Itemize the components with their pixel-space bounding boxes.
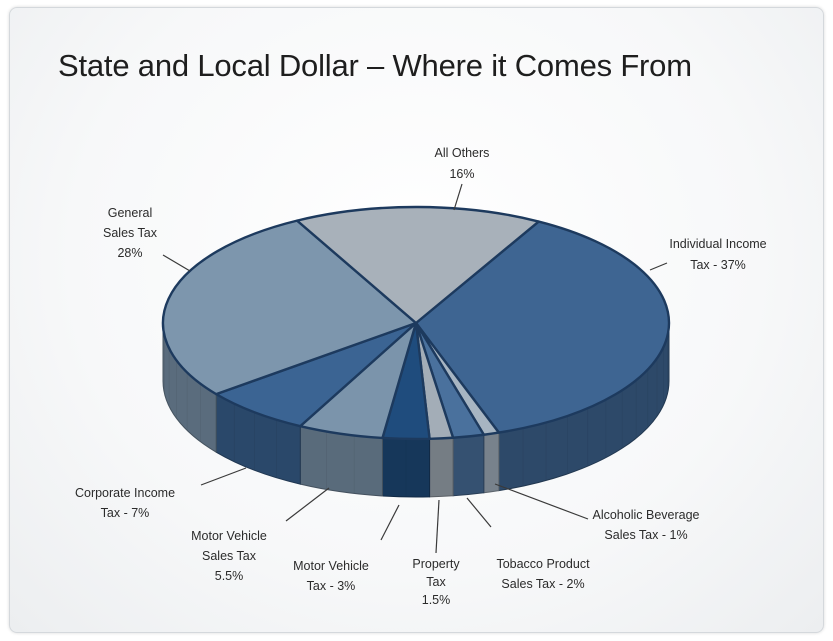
slice-label-line: 1.5% xyxy=(422,593,451,607)
slice-label-corporate-income-tax: Corporate Income Tax - 7% xyxy=(75,486,175,520)
pie-slice-individual-income-tax xyxy=(414,220,671,434)
pie-side-alcoholic-beverage-sales-tax xyxy=(483,432,500,494)
leader-line-general-sales-tax xyxy=(162,254,191,272)
slice-labels: Individual Income Tax - 37% Alcoholic Beve… xyxy=(75,146,767,607)
leader-line-all-others xyxy=(453,183,463,211)
pie-slice-all-others xyxy=(295,205,540,325)
slice-label-line: Sales Tax - 1% xyxy=(604,528,687,542)
leader-line-motor-vehicle-sales-tax xyxy=(285,487,330,522)
slice-label-line: Tax - 3% xyxy=(307,579,356,593)
slice-label-line: General xyxy=(108,206,152,220)
leader-line-alcoholic-beverage-sales-tax xyxy=(494,483,589,520)
leader-line-tobacco-product-sales-tax xyxy=(466,497,492,528)
slice-label-property-tax: Property Tax 1.5% xyxy=(412,557,460,607)
slice-label-alcoholic-beverage-sales-tax: Alcoholic Beverage Sales Tax - 1% xyxy=(592,508,699,542)
slice-label-line: All Others xyxy=(435,146,490,160)
slice-label-line: 5.5% xyxy=(215,569,244,583)
slice-label-line: Tax xyxy=(426,575,446,589)
slice-label-line: Sales Tax - 2% xyxy=(501,577,584,591)
chart-title: State and Local Dollar – Where it Comes … xyxy=(58,48,692,83)
slice-label-individual-income-tax: Individual Income Tax - 37% xyxy=(669,237,766,272)
pie-top xyxy=(161,205,671,441)
leader-line-motor-vehicle-tax xyxy=(380,504,400,541)
pie-slice-general-sales-tax xyxy=(161,219,418,396)
slice-label-line: Tax - 7% xyxy=(101,506,150,520)
slice-label-line: Motor Vehicle xyxy=(293,559,369,573)
slice-label-line: 28% xyxy=(117,246,142,260)
slice-label-line: Corporate Income xyxy=(75,486,175,500)
slice-label-motor-vehicle-sales-tax: Motor Vehicle Sales Tax 5.5% xyxy=(191,529,267,583)
slice-label-all-others: All Others 16% xyxy=(435,146,490,181)
slice-label-line: Tobacco Product xyxy=(496,557,590,571)
leader-line-property-tax xyxy=(435,499,440,554)
slice-label-line: Property xyxy=(412,557,460,571)
slice-label-tobacco-product-sales-tax: Tobacco Product Sales Tax - 2% xyxy=(496,557,590,591)
slice-label-line: 16% xyxy=(449,167,474,181)
leader-line-corporate-income-tax xyxy=(200,467,247,486)
slice-label-line: Sales Tax xyxy=(103,226,158,240)
slice-label-general-sales-tax: General Sales Tax 28% xyxy=(103,206,158,260)
slice-label-motor-vehicle-tax: Motor Vehicle Tax - 3% xyxy=(293,559,369,593)
pie-sides xyxy=(162,322,670,498)
slice-label-line: Alcoholic Beverage xyxy=(592,508,699,522)
slice-label-line: Sales Tax xyxy=(202,549,257,563)
slice-label-line: Individual Income xyxy=(669,237,766,251)
leader-line-individual-income-tax xyxy=(649,262,668,271)
pie-side-tobacco-product-sales-tax xyxy=(452,434,485,497)
slice-label-line: Motor Vehicle xyxy=(191,529,267,543)
pie-side-property-tax xyxy=(429,437,454,498)
slice-label-line: Tax - 37% xyxy=(690,258,746,272)
